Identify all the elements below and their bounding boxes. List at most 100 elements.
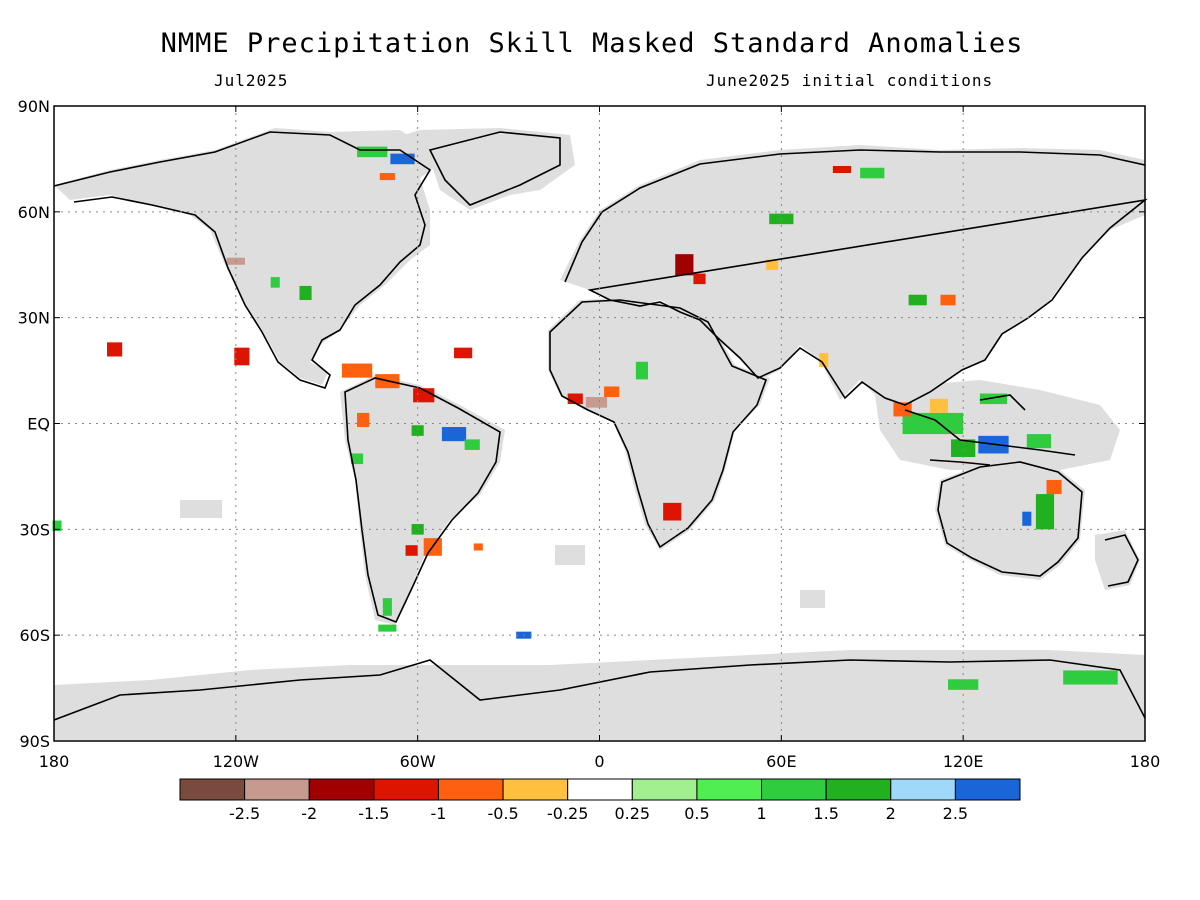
- legend-swatch: [761, 778, 827, 801]
- anomaly-patch: [832, 165, 852, 174]
- y-tick-label: 30S: [19, 520, 50, 539]
- y-tick-label: 60N: [18, 203, 50, 222]
- legend-swatch: [179, 778, 246, 801]
- y-tick-label: 90S: [19, 732, 50, 751]
- legend-swatch: [890, 778, 956, 801]
- anomaly-patch: [341, 363, 373, 378]
- x-tick-label: 180: [39, 752, 70, 771]
- legend-label: -0.5: [487, 804, 518, 823]
- coast-eurasia: [564, 149, 1148, 406]
- x-tick-label: 120W: [213, 752, 260, 771]
- x-tick-label: 60W: [400, 752, 436, 771]
- legend-label: -2.5: [229, 804, 260, 823]
- coast-south-america: [344, 377, 501, 624]
- anomaly-patch: [567, 393, 583, 405]
- anomaly-patch: [1035, 494, 1055, 530]
- coast-australia: [937, 461, 1083, 577]
- north-america-mask: [54, 128, 445, 385]
- y-tick-label: EQ: [27, 415, 50, 434]
- anomaly-patch: [464, 439, 480, 450]
- x-tick-label: 60E: [766, 752, 796, 771]
- y-tick-label: 60S: [19, 626, 50, 645]
- x-tick-label: 180: [1130, 752, 1161, 771]
- legend-swatch: [631, 778, 698, 801]
- anomaly-patch: [107, 342, 123, 357]
- anomaly-patch: [663, 502, 682, 521]
- legend-swatch: [308, 778, 375, 801]
- anomaly-patch: [1063, 670, 1118, 685]
- anomaly-patch: [270, 277, 280, 288]
- anomaly-patch: [441, 427, 467, 442]
- atlantic-island-mask: [555, 545, 585, 565]
- anomaly-patch: [378, 624, 397, 632]
- anomaly-patch: [940, 294, 956, 306]
- anomaly-patch: [929, 398, 949, 413]
- anomaly-patch: [405, 545, 418, 556]
- legend-label: -0.25: [547, 804, 588, 823]
- anomaly-patch: [860, 167, 885, 179]
- legend-label: -1.5: [358, 804, 389, 823]
- coast-antarctica: [53, 659, 1146, 721]
- anomaly-patch: [350, 453, 364, 465]
- anomaly-patch: [893, 402, 912, 417]
- legend-swatch: [502, 778, 569, 801]
- anomaly-patch: [902, 412, 964, 435]
- legend-swatch: [567, 778, 633, 801]
- legend-label: 2.5: [943, 804, 968, 823]
- anomaly-patch: [299, 285, 312, 301]
- anomaly-patch: [234, 347, 250, 366]
- anomaly-patch: [1026, 434, 1052, 449]
- y-tick-label: 90N: [18, 97, 50, 116]
- anomaly-patch: [411, 524, 424, 535]
- anomaly-patch: [413, 388, 435, 403]
- anomaly-patch: [411, 425, 424, 436]
- new-zealand-mask: [1095, 530, 1140, 590]
- x-tick-label: 120E: [943, 752, 984, 771]
- australia-mask: [935, 460, 1085, 580]
- coastline-layer: [53, 131, 1148, 721]
- coast-greenland: [428, 131, 561, 206]
- legend-swatch: [954, 778, 1021, 801]
- color-legend: -2.5 -2 -1.5 -1 -0.5 -0.25 0.25 0.5 1 1.5 2 2.5: [179, 778, 1021, 823]
- eurasia-mask: [560, 145, 1145, 410]
- target-month: Jul2025: [214, 71, 289, 90]
- coast-north-america: [53, 131, 432, 389]
- anomaly-patch: [635, 361, 648, 380]
- anomaly-patch: [390, 153, 415, 165]
- legend-label: 2: [886, 804, 896, 823]
- legend-swatch: [373, 778, 439, 801]
- anomaly-patch: [473, 543, 483, 551]
- map-title: NMME Precipitation Skill Masked Standard…: [160, 28, 1024, 59]
- anomaly-patch: [604, 386, 620, 398]
- anomaly-patch: [1046, 479, 1062, 495]
- anomaly-patch: [52, 520, 62, 532]
- legend-label: -2: [301, 804, 317, 823]
- legend-label: 0.25: [614, 804, 650, 823]
- initial-conditions: June2025 initial conditions: [706, 71, 994, 90]
- legend-swatch: [244, 778, 310, 801]
- africa-mask: [548, 298, 770, 550]
- greenland-mask: [355, 128, 575, 210]
- anomaly-patch: [979, 393, 1008, 405]
- anomaly-patch: [379, 173, 395, 181]
- legend-label: 1: [756, 804, 766, 823]
- anomaly-patch: [382, 598, 392, 616]
- lat-lon-grid: [54, 106, 1145, 741]
- indian-ocean-mask: [800, 590, 825, 608]
- anomaly-patch: [951, 439, 976, 458]
- anomaly-patch: [357, 412, 370, 428]
- y-tick-label: 30N: [18, 309, 50, 328]
- anomaly-patch: [675, 254, 694, 276]
- legend-swatch: [825, 778, 892, 801]
- anomaly-patch: [693, 273, 706, 285]
- south-america-mask: [340, 375, 505, 625]
- pacific-island-mask: [180, 500, 222, 518]
- anomaly-patch: [908, 294, 927, 306]
- coast-maritime-asia: [904, 394, 1076, 466]
- legend-label: 1.5: [813, 804, 838, 823]
- anomaly-patch: [948, 679, 979, 690]
- anomaly-patch: [454, 347, 473, 359]
- anomaly-patch: [585, 397, 608, 408]
